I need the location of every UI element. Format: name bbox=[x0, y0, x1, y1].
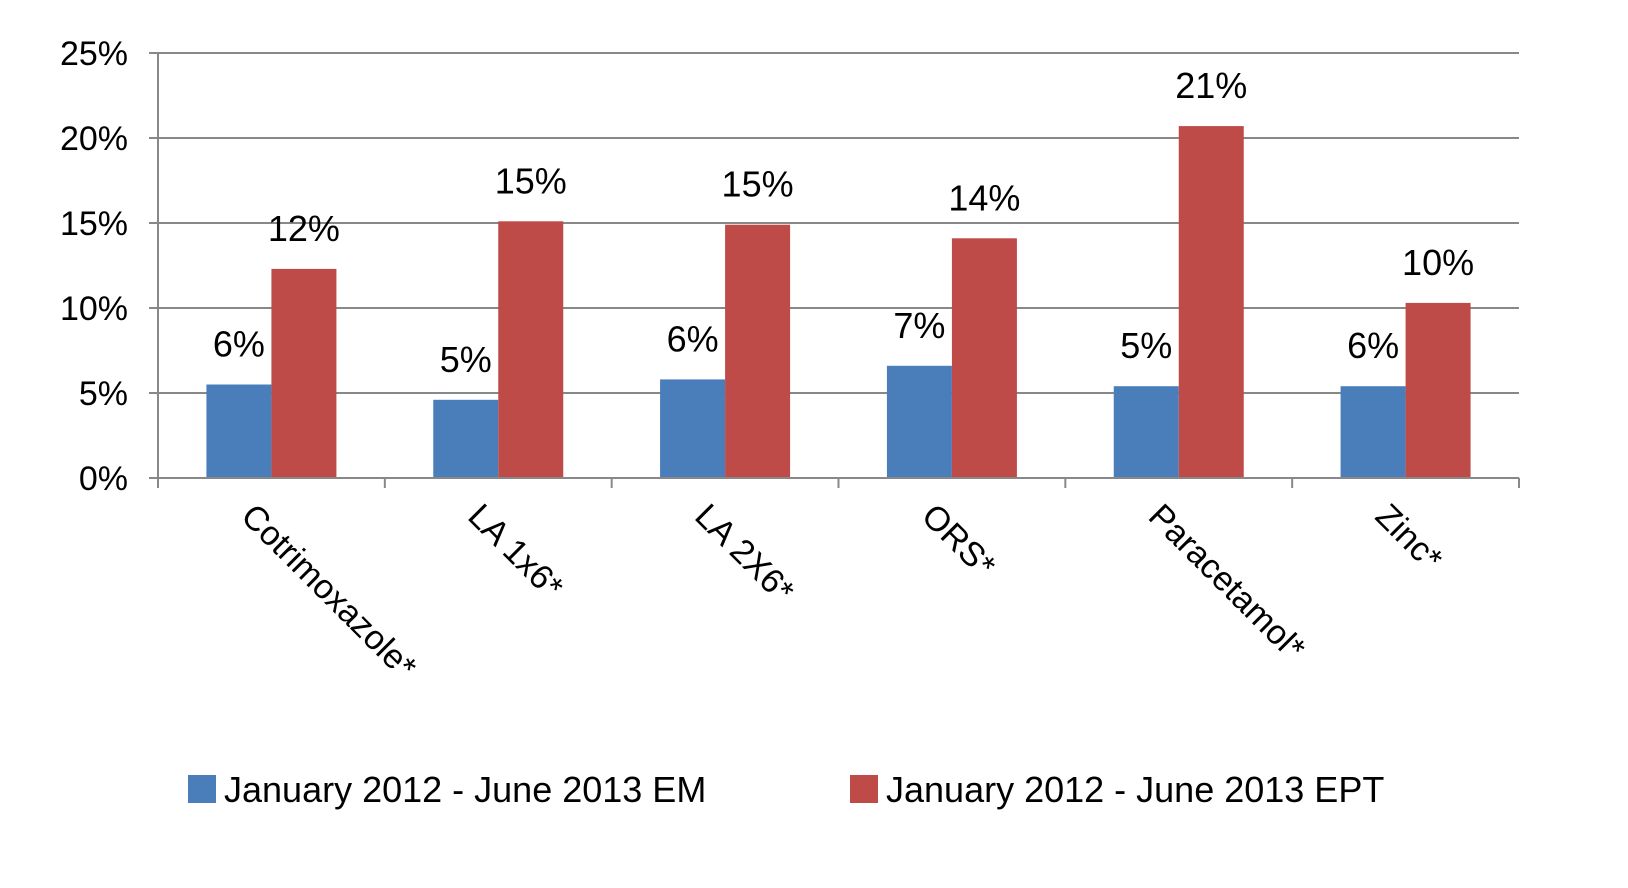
bar-em bbox=[206, 384, 272, 478]
data-label: 5% bbox=[1120, 325, 1172, 366]
x-category-label: LA 1x6* bbox=[461, 497, 571, 607]
data-label: 21% bbox=[1175, 65, 1247, 106]
data-label: 10% bbox=[1402, 242, 1474, 283]
legend-label: January 2012 - June 2013 EPT bbox=[886, 769, 1384, 810]
bar-em bbox=[886, 365, 952, 478]
bar-ept bbox=[1405, 302, 1471, 478]
data-label: 15% bbox=[495, 160, 567, 201]
bars bbox=[206, 126, 1471, 479]
y-tick-label: 0% bbox=[79, 460, 128, 498]
legend: January 2012 - June 2013 EM January 2012 … bbox=[188, 769, 1384, 810]
data-label: 14% bbox=[948, 177, 1020, 218]
data-label: 6% bbox=[213, 324, 265, 365]
y-tick-label: 25% bbox=[60, 35, 128, 73]
bar-ept bbox=[951, 238, 1017, 478]
y-tick-label: 20% bbox=[60, 120, 128, 158]
bar-em bbox=[660, 379, 726, 478]
bar-em bbox=[1113, 386, 1179, 478]
x-category-label: Cotrimoxazole* bbox=[234, 497, 424, 687]
gridlines bbox=[158, 52, 1519, 394]
bar-ept bbox=[498, 221, 564, 479]
data-label: 6% bbox=[667, 318, 719, 359]
bar-ept bbox=[1178, 126, 1244, 478]
data-label: 15% bbox=[722, 164, 794, 205]
x-category-label: ORS* bbox=[914, 497, 1002, 585]
x-category-label: LA 2X6* bbox=[687, 497, 801, 611]
bar-em bbox=[1340, 386, 1406, 478]
y-axis: 0% 5% 10% 15% 20% 25% bbox=[60, 35, 159, 498]
y-tick-label: 10% bbox=[60, 290, 128, 328]
data-label: 6% bbox=[1347, 325, 1399, 366]
legend-swatch bbox=[850, 775, 878, 803]
legend-swatch bbox=[188, 775, 216, 803]
bar-ept bbox=[725, 224, 791, 478]
data-label: 12% bbox=[268, 208, 340, 249]
data-label: 5% bbox=[440, 339, 492, 380]
data-labels: 6% 12% 5% 15% 6% 15% 7% 14% 5% 21% 6% 10% bbox=[213, 65, 1474, 380]
x-category-label: Paracetamol* bbox=[1141, 497, 1312, 668]
legend-label: January 2012 - June 2013 EM bbox=[224, 769, 706, 810]
bar-em bbox=[433, 399, 499, 478]
bar-ept bbox=[271, 268, 337, 478]
x-category-label: Zinc* bbox=[1368, 497, 1450, 579]
y-tick-label: 15% bbox=[60, 205, 128, 243]
data-label: 7% bbox=[893, 305, 945, 346]
y-tick-label: 5% bbox=[79, 375, 128, 413]
x-axis: Cotrimoxazole* LA 1x6* LA 2X6* ORS* Paraceta… bbox=[157, 477, 1520, 687]
